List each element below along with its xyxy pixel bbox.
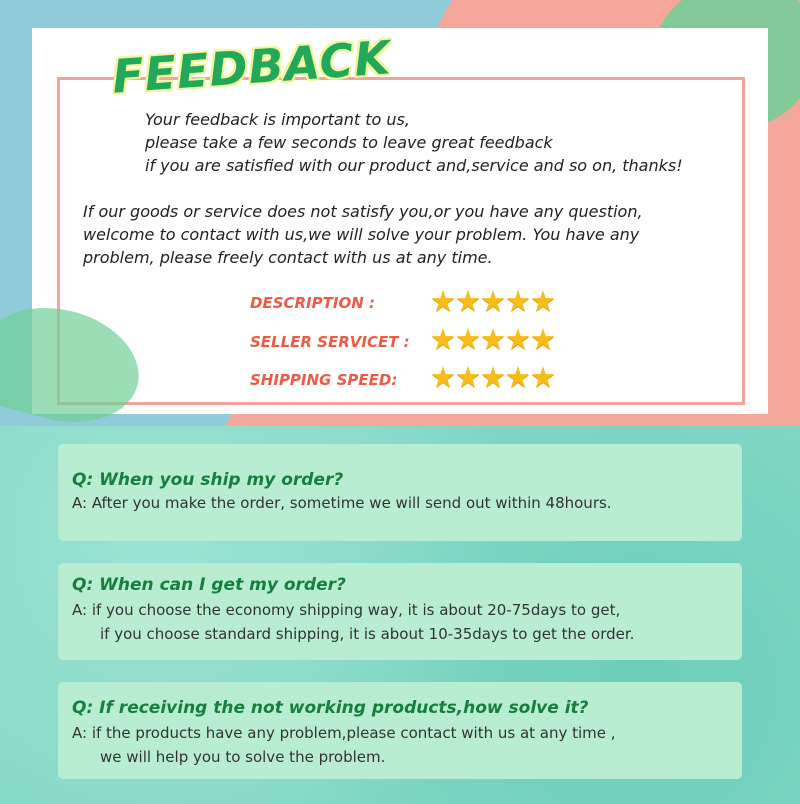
rating-label-description: DESCRIPTION :	[250, 294, 375, 312]
faq-item: Q: If receiving the not working products…	[58, 682, 742, 779]
faq-question: Q: When you ship my order?	[72, 470, 344, 490]
faq-answer: A: After you make the order, sometime we…	[72, 494, 612, 512]
faq-answer: A: if you choose the economy shipping wa…	[72, 601, 621, 619]
faq-section: Q: When you ship my order? A: After you …	[0, 426, 800, 804]
intro-line: Your feedback is important to us,	[145, 110, 410, 129]
contact-line: If our goods or service does not satisfy…	[83, 202, 643, 221]
faq-item: Q: When can I get my order? A: if you ch…	[58, 563, 742, 660]
faq-answer: A: if the products have any problem,plea…	[72, 724, 616, 742]
faq-item: Q: When you ship my order? A: After you …	[58, 444, 742, 541]
contact-line: welcome to contact with us,we will solve…	[83, 225, 640, 244]
contact-line: problem, please freely contact with us a…	[83, 248, 493, 267]
card-frame	[57, 77, 745, 405]
star-rating-seller-service: ★★★★★	[430, 322, 556, 356]
intro-line: please take a few seconds to leave great…	[145, 133, 553, 152]
faq-question: Q: If receiving the not working products…	[72, 698, 589, 718]
faq-answer: we will help you to solve the problem.	[100, 748, 386, 766]
feedback-card	[32, 28, 768, 414]
rating-label-seller-service: SELLER SERVICET :	[250, 333, 410, 351]
faq-answer: if you choose standard shipping, it is a…	[100, 625, 635, 643]
feedback-banner: FEEDBACK Your feedback is important to u…	[0, 0, 800, 426]
intro-line: if you are satisfied with our product an…	[145, 156, 683, 175]
star-rating-description: ★★★★★	[430, 284, 556, 318]
star-rating-shipping-speed: ★★★★★	[430, 360, 556, 394]
faq-question: Q: When can I get my order?	[72, 575, 346, 595]
rating-label-shipping-speed: SHIPPING SPEED:	[250, 371, 398, 389]
